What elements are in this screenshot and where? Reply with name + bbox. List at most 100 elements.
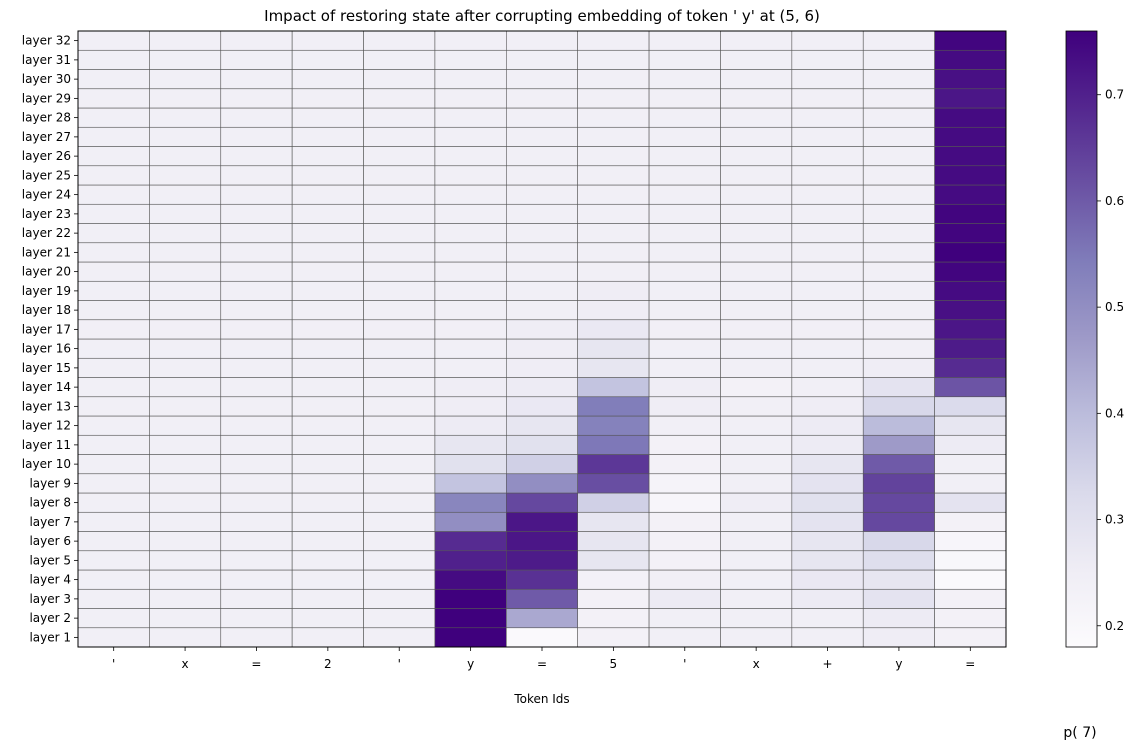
heatmap-cell (934, 608, 1007, 629)
heatmap-cell (77, 126, 150, 147)
heatmap-cell (434, 126, 507, 147)
heatmap-cell (720, 146, 793, 167)
heatmap-cell (720, 319, 793, 340)
heatmap-cell (77, 261, 150, 282)
heatmap-cell (862, 454, 935, 475)
heatmap-cell (720, 165, 793, 186)
colorbar-tick-label: 0.2 (1105, 619, 1124, 633)
y-tick-label: layer 26 (22, 149, 71, 163)
heatmap-cell (791, 300, 864, 321)
heatmap-cell (291, 473, 364, 494)
heatmap-cell (720, 88, 793, 109)
heatmap-cell (434, 203, 507, 224)
y-tick-label: layer 11 (22, 438, 71, 452)
heatmap-cell (506, 261, 578, 282)
colorbar-tick-label: 0.3 (1105, 513, 1124, 527)
heatmap-cell (434, 184, 507, 205)
heatmap-cell (149, 261, 222, 282)
heatmap-cell (720, 242, 793, 263)
heatmap-cell (862, 203, 935, 224)
heatmap-cell (506, 434, 578, 455)
heatmap-cell (862, 146, 935, 167)
heatmap-cell (648, 569, 721, 590)
heatmap-cell (506, 531, 578, 552)
heatmap-cell (577, 569, 650, 590)
heatmap-cell (434, 473, 507, 494)
y-tick-label: layer 5 (29, 553, 71, 567)
heatmap-cell (862, 434, 935, 455)
heatmap-cell (363, 146, 436, 167)
heatmap-cell (506, 242, 578, 263)
heatmap-cell (791, 415, 864, 436)
heatmap-cell (577, 49, 650, 70)
heatmap-cell (506, 473, 578, 494)
heatmap-cell (791, 126, 864, 147)
heatmap-cell (648, 608, 721, 629)
heatmap-cell (720, 223, 793, 244)
x-tick-label: ' (112, 657, 115, 671)
heatmap-cell (506, 126, 578, 147)
heatmap-cell (220, 49, 293, 70)
heatmap-cell (506, 338, 578, 359)
heatmap-cell (862, 319, 935, 340)
y-tick-label: layer 14 (22, 380, 71, 394)
heatmap-cell (291, 69, 364, 90)
heatmap-cell (862, 126, 935, 147)
heatmap-cell (291, 165, 364, 186)
plot-frame (77, 30, 1007, 648)
heatmap-cell (577, 357, 650, 378)
heatmap-cell (648, 434, 721, 455)
heatmap-cell (77, 338, 150, 359)
y-axis-tick-labels: layer 1 layer 2 layer 3 layer 4 layer 5 layer… (22, 34, 71, 645)
y-tick-label: layer 29 (22, 91, 71, 105)
heatmap-cell (363, 588, 436, 609)
heatmap-cell (862, 165, 935, 186)
heatmap-cell (648, 49, 721, 70)
heatmap-cell (363, 165, 436, 186)
heatmap-cell (77, 49, 150, 70)
x-tick-label: y (895, 657, 902, 671)
heatmap-cell (862, 473, 935, 494)
heatmap-cell (363, 415, 436, 436)
heatmap-cell (363, 434, 436, 455)
heatmap-cell (648, 69, 721, 90)
heatmap-cell (720, 415, 793, 436)
y-tick-label: layer 13 (22, 399, 71, 413)
heatmap-cell (934, 223, 1007, 244)
heatmap-cell (434, 223, 507, 244)
heatmap-cell (149, 531, 222, 552)
y-tick-label: layer 30 (22, 72, 71, 86)
heatmap-cell (862, 357, 935, 378)
colorbar-tick-label: 0.7 (1105, 88, 1124, 102)
heatmap-cell (291, 146, 364, 167)
y-tick-label: layer 15 (22, 361, 71, 375)
heatmap-cell (791, 146, 864, 167)
heatmap-cell (77, 454, 150, 475)
heatmap-cell (577, 627, 650, 648)
y-tick-label: layer 12 (22, 419, 71, 433)
heatmap-cell (577, 261, 650, 282)
heatmap-cell (291, 261, 364, 282)
heatmap-cell (291, 511, 364, 532)
heatmap-cell (149, 107, 222, 128)
heatmap-cell (934, 396, 1007, 417)
y-tick-label: layer 6 (29, 534, 71, 548)
heatmap-cell (77, 242, 150, 263)
heatmap-cell (934, 454, 1007, 475)
heatmap-cell (577, 454, 650, 475)
heatmap-cell (149, 588, 222, 609)
heatmap-cell (434, 146, 507, 167)
heatmap-cell (363, 49, 436, 70)
heatmap-cell (363, 280, 436, 301)
heatmap-cell (291, 569, 364, 590)
heatmap-cell (149, 454, 222, 475)
heatmap-cell (934, 107, 1007, 128)
heatmap-cell (862, 569, 935, 590)
heatmap-cell (791, 261, 864, 282)
heatmap-cell (220, 357, 293, 378)
y-tick-label: layer 28 (22, 111, 71, 125)
heatmap-cell (77, 627, 150, 648)
heatmap-cell (648, 627, 721, 648)
heatmap-cell (77, 69, 150, 90)
heatmap-cell (577, 88, 650, 109)
